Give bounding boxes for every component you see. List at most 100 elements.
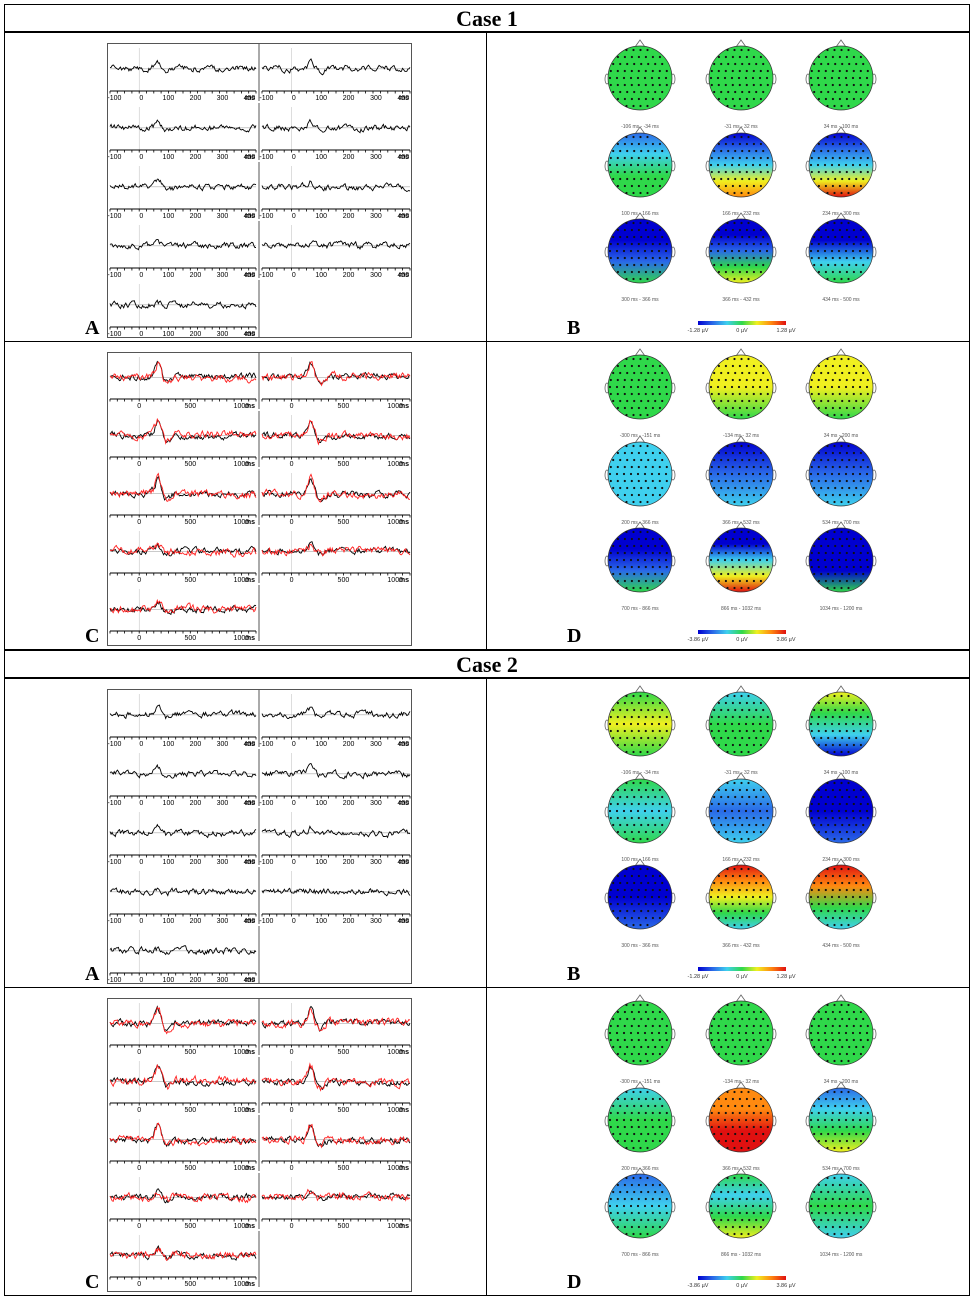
- axis-tick-label: 400: [244, 272, 256, 279]
- axis-tick-label: 200: [190, 800, 202, 807]
- axis-tick-label: 1000: [387, 577, 403, 584]
- axis-tick-label: 400: [397, 154, 409, 161]
- axis-unit-label: ms: [245, 403, 255, 410]
- topographic-map: 366 ms - 432 ms: [705, 858, 777, 949]
- panel-label-a: A: [85, 317, 100, 339]
- axis-tick-label: 0: [292, 800, 296, 807]
- axis-unit-label: ms: [399, 1223, 409, 1230]
- axis-tick-label: 200: [190, 331, 202, 338]
- axis-tick-label: 200: [343, 213, 355, 220]
- axis-tick-label: -100: [108, 800, 121, 807]
- axis-tick-label: 300: [217, 859, 229, 866]
- axis-tick-label: 400: [244, 977, 256, 984]
- axis-tick-label: 0: [139, 800, 143, 807]
- erp-trace: [109, 1005, 257, 1032]
- topographic-map: 366 ms - 432 ms: [705, 212, 777, 303]
- colorbar-min-label: -1.28 µV: [688, 328, 709, 334]
- topographic-map: 34 ms - 100 ms: [805, 685, 877, 776]
- topographic-map: -106 ms - -34 ms: [604, 39, 676, 130]
- axis-tick-label: 500: [338, 1107, 350, 1114]
- topographic-map: -134 ms - 32 ms: [705, 994, 777, 1085]
- topographic-map: 34 ms - 200 ms: [805, 994, 877, 1085]
- erp-trace: [261, 58, 411, 76]
- topographic-map: 234 ms - 300 ms: [805, 126, 877, 217]
- axis-tick-label: 100: [315, 859, 327, 866]
- erp-trace: [109, 542, 257, 558]
- time-window-label: 866 ms - 1032 ms: [721, 606, 762, 612]
- erp-trace: [109, 763, 257, 779]
- axis-tick-label: 100: [163, 741, 175, 748]
- colorbar-min-label: -3.86 µV: [688, 1283, 709, 1289]
- axis-tick-label: 300: [217, 213, 229, 220]
- axis-tick-label: 300: [370, 95, 382, 102]
- axis-tick-label: -100: [108, 154, 121, 161]
- topographic-map: 1034 ms - 1200 ms: [805, 1167, 877, 1258]
- axis-tick-label: 500: [184, 1281, 196, 1288]
- case-2-title: Case 2: [4, 650, 970, 678]
- axis-tick-label: 100: [163, 859, 175, 866]
- axis-tick-label: 0: [139, 741, 143, 748]
- case-1-title: Case 1: [4, 4, 970, 32]
- colorbar-max-label: 1.28 µV: [776, 328, 795, 334]
- erp-trace: [261, 361, 411, 385]
- case1-panel-d: -300 ms - -151 ms -134 ms - 32 ms 34 ms - …: [486, 341, 970, 650]
- axis-tick-label: 400: [397, 95, 409, 102]
- axis-tick-label: 500: [184, 635, 196, 642]
- axis-tick-label: 200: [343, 154, 355, 161]
- axis-unit-label: ms: [399, 1049, 409, 1056]
- axis-unit-label: ms: [399, 95, 409, 102]
- axis-tick-label: 400: [244, 154, 256, 161]
- axis-tick-label: 0: [290, 519, 294, 526]
- axis-tick-label: 0: [137, 577, 141, 584]
- axis-tick-label: 1000: [234, 1281, 250, 1288]
- axis-tick-label: 200: [343, 741, 355, 748]
- erp-trace: [109, 704, 257, 720]
- axis-tick-label: 0: [292, 95, 296, 102]
- axis-unit-label: ms: [399, 800, 409, 807]
- axis-unit-label: ms: [245, 1223, 255, 1230]
- axis-tick-label: 0: [292, 213, 296, 220]
- axis-tick-label: -100: [108, 741, 121, 748]
- axis-tick-label: 0: [137, 635, 141, 642]
- axis-tick-label: 0: [290, 1049, 294, 1056]
- colorbar-mid-label: 0 µV: [736, 328, 748, 334]
- axis-tick-label: 0: [290, 1165, 294, 1172]
- axis-tick-label: 400: [244, 800, 256, 807]
- axis-tick-label: 0: [137, 1165, 141, 1172]
- erp-trace: [261, 762, 411, 780]
- axis-tick-label: 500: [338, 519, 350, 526]
- axis-tick-label: 400: [397, 859, 409, 866]
- axis-tick-label: 0: [292, 741, 296, 748]
- erp-trace: [261, 1123, 411, 1149]
- erp-trace: [109, 420, 257, 444]
- erp-trace: [109, 887, 257, 897]
- erp-trace: [109, 361, 257, 385]
- axis-unit-label: ms: [399, 1107, 409, 1114]
- topographic-map: 534 ms - 700 ms: [805, 1081, 877, 1172]
- axis-unit-label: ms: [245, 272, 255, 279]
- axis-tick-label: -100: [108, 331, 121, 338]
- erp-trace: [109, 476, 257, 501]
- axis-tick-label: 100: [163, 331, 175, 338]
- axis-tick-label: 0: [139, 272, 143, 279]
- axis-tick-label: 0: [137, 1107, 141, 1114]
- colorbar-mid-label: 0 µV: [736, 1283, 748, 1289]
- erp-trace: [109, 1006, 257, 1035]
- axis-unit-label: ms: [245, 918, 255, 925]
- axis-tick-label: -100: [259, 741, 273, 748]
- axis-tick-label: -100: [259, 918, 273, 925]
- axis-tick-label: 300: [370, 918, 382, 925]
- axis-tick-label: 500: [184, 461, 196, 468]
- axis-tick-label: -100: [108, 859, 121, 866]
- axis-tick-label: 0: [139, 977, 143, 984]
- axis-tick-label: 200: [190, 272, 202, 279]
- erp-trace: [261, 1062, 410, 1092]
- erp-trace: [261, 543, 411, 557]
- erp-trace: [261, 541, 411, 557]
- axis-tick-label: 1000: [387, 1223, 403, 1230]
